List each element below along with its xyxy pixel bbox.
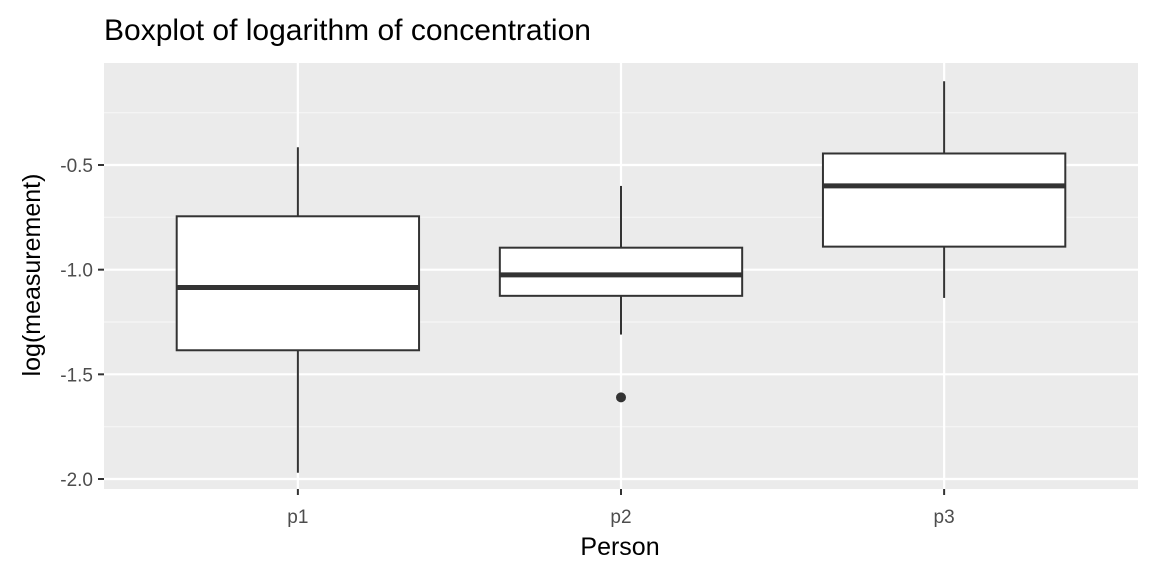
box-p2	[498, 185, 744, 403]
box-p1	[175, 147, 421, 473]
chart-title: Boxplot of logarithm of concentration	[104, 14, 591, 47]
y-axis-title: log(measurement)	[18, 174, 46, 377]
y-tick-label: -2.0	[60, 470, 93, 491]
box-body	[175, 215, 421, 352]
x-tick-label-p2: p2	[610, 507, 631, 528]
x-tick-label-p3: p3	[934, 507, 955, 528]
axes: -2.0 -1.5 -1.0 -0.5 p1 p2 p3	[60, 156, 954, 528]
y-tick-label: -0.5	[60, 156, 93, 177]
box-p3	[821, 81, 1067, 298]
y-tick-label: -1.5	[60, 365, 93, 386]
outlier-point	[616, 392, 626, 403]
x-axis-title: Person	[580, 533, 659, 561]
x-tick-label-p1: p1	[287, 507, 308, 528]
y-tick-label: -1.0	[60, 261, 93, 282]
box-body	[821, 152, 1067, 248]
boxes	[175, 81, 1067, 473]
box-body	[498, 246, 744, 297]
